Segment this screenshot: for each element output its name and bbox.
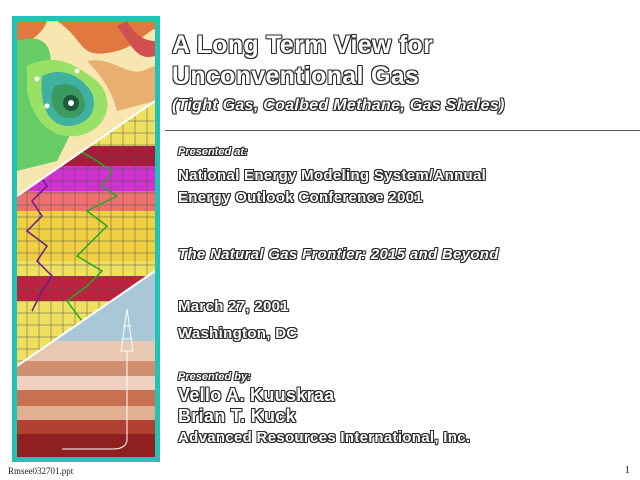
- title-line-1: A Long Term View for: [172, 31, 434, 59]
- presenter-1: Vello A. Kuuskraa: [178, 385, 335, 405]
- page-number: 1: [624, 464, 631, 476]
- presentation-location: Washington, DC: [178, 325, 298, 342]
- footer-filename: Rmsee032701.ppt: [8, 466, 74, 476]
- geology-illustration: [12, 16, 160, 462]
- presented-at-label: Presented at:: [178, 146, 248, 158]
- presenter-organization: Advanced Resources International, Inc.: [178, 429, 471, 446]
- conference-theme: The Natural Gas Frontier: 2015 and Beyon…: [178, 246, 499, 263]
- presented-by-label: Presented by:: [178, 371, 251, 383]
- slide-subtitle: (Tight Gas, Coalbed Methane, Gas Shales): [172, 97, 505, 114]
- title-divider: [165, 130, 640, 131]
- presenter-2: Brian T. Kuck: [178, 406, 296, 426]
- contour-map: [17, 21, 155, 196]
- presentation-date: March 27, 2001: [178, 298, 289, 315]
- conference-line-1: National Energy Modeling System/Annual: [178, 167, 487, 184]
- conference-line-2: Energy Outlook Conference 2001: [178, 189, 423, 206]
- title-line-2: Unconventional Gas: [172, 62, 420, 90]
- slide-title: A Long Term View for Unconventional Gas: [172, 30, 632, 92]
- geology-illustration-svg: [17, 21, 155, 457]
